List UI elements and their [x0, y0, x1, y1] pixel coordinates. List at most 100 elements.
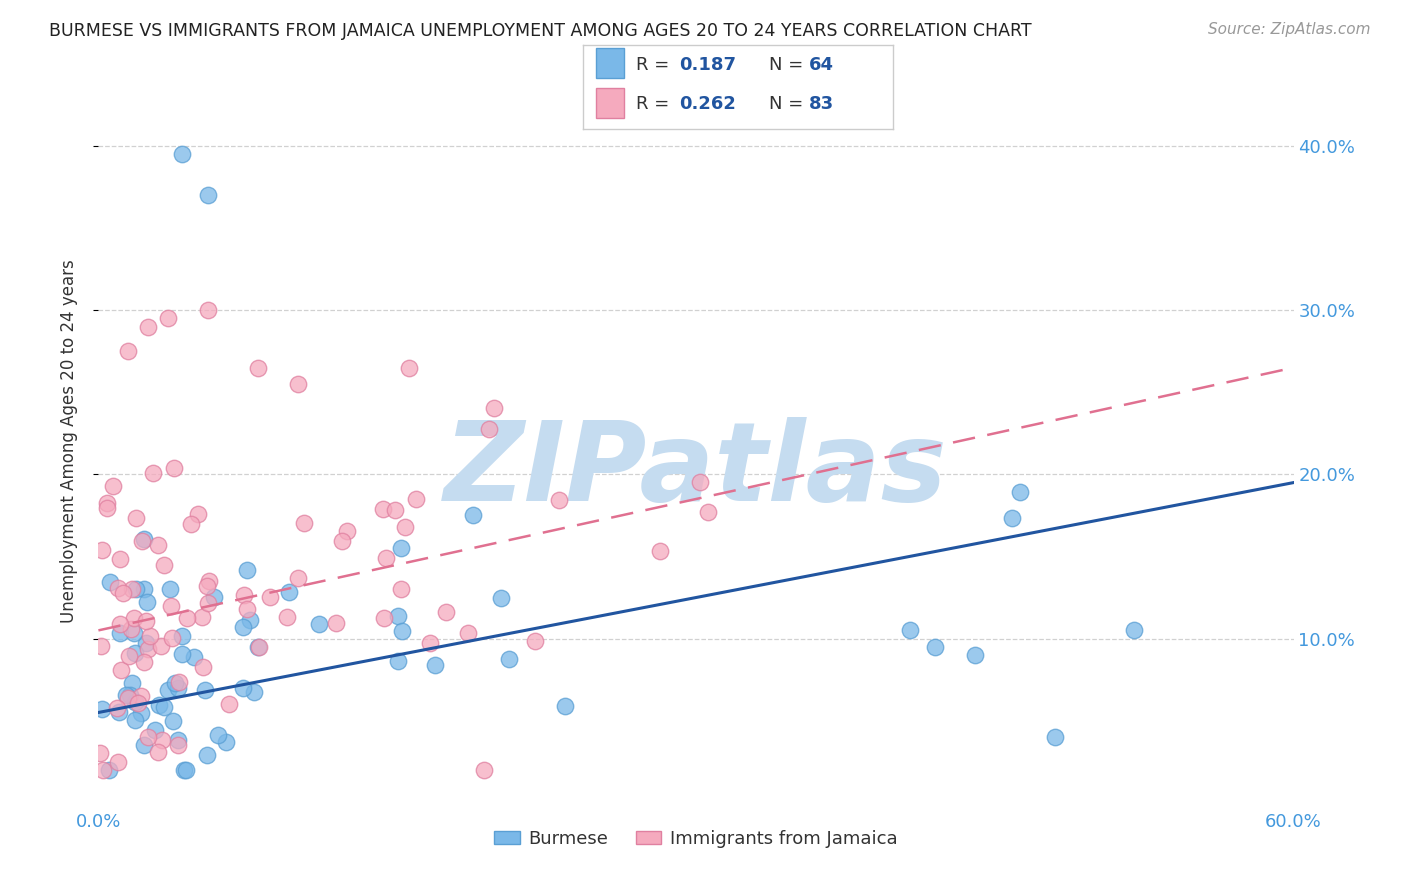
- Point: [172, 147, 194, 161]
- Point: [132, 533, 155, 547]
- Point: [924, 640, 946, 654]
- Point: [117, 690, 139, 705]
- Point: [134, 582, 156, 597]
- Point: [278, 585, 301, 599]
- Point: [461, 508, 484, 523]
- Point: [108, 626, 131, 640]
- Point: [96, 496, 118, 510]
- Point: [149, 639, 172, 653]
- Point: [423, 658, 446, 673]
- Point: [124, 714, 146, 728]
- Point: [482, 401, 505, 415]
- Point: [176, 611, 198, 625]
- Point: [136, 595, 159, 609]
- Point: [112, 586, 135, 600]
- Point: [167, 733, 190, 747]
- Point: [523, 634, 546, 648]
- Point: [122, 625, 145, 640]
- Point: [136, 319, 159, 334]
- Point: [292, 516, 315, 530]
- Point: [236, 563, 259, 577]
- Point: [180, 516, 202, 531]
- Text: N =: N =: [769, 95, 808, 113]
- Point: [1010, 484, 1032, 499]
- Point: [162, 714, 184, 729]
- Text: 0.187: 0.187: [679, 56, 737, 74]
- Point: [121, 675, 143, 690]
- Point: [434, 606, 457, 620]
- Point: [1123, 624, 1146, 638]
- Point: [232, 588, 254, 602]
- Point: [391, 624, 413, 638]
- Point: [136, 730, 159, 744]
- Point: [232, 681, 254, 696]
- Point: [183, 649, 205, 664]
- Point: [108, 705, 131, 719]
- Point: [308, 617, 330, 632]
- Point: [246, 360, 269, 375]
- Point: [491, 591, 513, 606]
- Point: [135, 636, 157, 650]
- Point: [191, 609, 214, 624]
- Point: [215, 735, 238, 749]
- Point: [197, 303, 219, 318]
- Point: [207, 728, 229, 742]
- Point: [194, 682, 217, 697]
- Point: [90, 639, 112, 653]
- Point: [163, 461, 186, 475]
- Point: [142, 466, 165, 480]
- Point: [153, 558, 176, 573]
- Point: [236, 602, 259, 616]
- Point: [387, 654, 409, 668]
- Point: [287, 571, 309, 585]
- Text: 83: 83: [810, 95, 834, 113]
- Point: [398, 361, 420, 376]
- Point: [148, 698, 170, 712]
- Point: [96, 501, 118, 516]
- Point: [125, 510, 148, 524]
- Point: [697, 504, 720, 518]
- Point: [145, 723, 167, 737]
- Point: [89, 746, 111, 760]
- Point: [160, 599, 183, 614]
- Point: [107, 582, 129, 596]
- Point: [405, 492, 427, 507]
- Point: [157, 311, 180, 326]
- Point: [110, 663, 132, 677]
- Point: [129, 706, 152, 721]
- Point: [170, 630, 193, 644]
- Point: [247, 640, 270, 655]
- Point: [336, 524, 359, 538]
- Point: [419, 636, 441, 650]
- Point: [548, 492, 571, 507]
- Point: [325, 615, 347, 630]
- Point: [218, 698, 240, 712]
- Point: [247, 640, 270, 655]
- Point: [124, 610, 146, 624]
- Point: [202, 590, 225, 604]
- Point: [138, 641, 160, 656]
- Point: [1043, 730, 1066, 744]
- Point: [146, 745, 169, 759]
- Text: R =: R =: [636, 95, 675, 113]
- Point: [118, 689, 141, 703]
- Point: [689, 475, 711, 489]
- Point: [139, 629, 162, 643]
- Point: [124, 582, 146, 596]
- Point: [105, 700, 128, 714]
- Point: [167, 675, 190, 690]
- Point: [115, 688, 138, 702]
- Point: [108, 552, 131, 566]
- Point: [107, 755, 129, 769]
- Point: [129, 689, 152, 703]
- Point: [173, 763, 195, 777]
- Y-axis label: Unemployment Among Ages 20 to 24 years: Unemployment Among Ages 20 to 24 years: [59, 260, 77, 624]
- Point: [124, 695, 146, 709]
- Point: [91, 763, 114, 777]
- Point: [117, 344, 139, 359]
- Point: [150, 733, 173, 747]
- Point: [554, 699, 576, 714]
- Point: [132, 656, 155, 670]
- Point: [287, 377, 309, 392]
- Point: [239, 613, 262, 627]
